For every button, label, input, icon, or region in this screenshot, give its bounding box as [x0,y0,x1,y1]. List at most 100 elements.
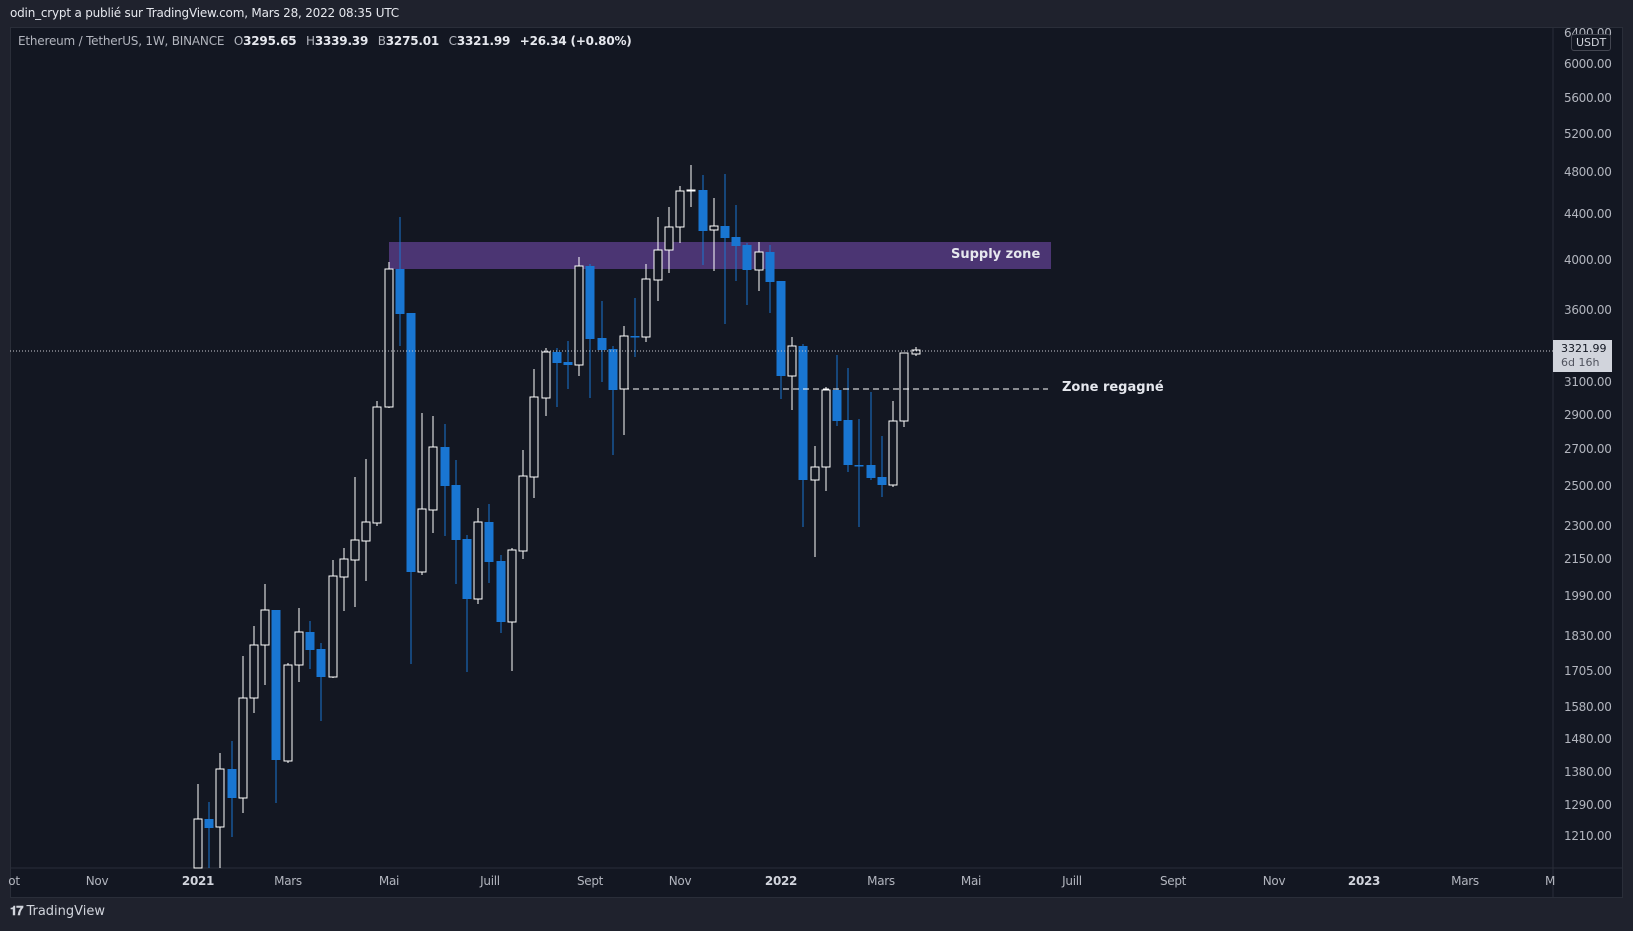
candle[interactable] [283,663,293,763]
candle[interactable] [731,205,741,281]
candle[interactable] [361,459,371,581]
candle[interactable] [507,548,517,671]
candle[interactable] [271,610,281,803]
time-tick-label: Nov [85,874,109,888]
candle[interactable] [742,243,752,305]
candle[interactable] [406,313,416,664]
candle[interactable] [384,262,394,408]
candle[interactable] [227,741,237,837]
candle[interactable] [328,560,338,678]
candle[interactable] [350,477,360,607]
candle[interactable] [260,584,270,685]
candle[interactable] [215,753,225,868]
footer-brand[interactable]: 𝟏𝟕 TradingView [10,904,105,919]
candle[interactable] [585,264,595,398]
time-tick-label: Mai [378,874,400,888]
candle[interactable] [608,346,618,455]
candle[interactable] [866,392,876,480]
candle[interactable] [888,401,898,487]
open-value: 3295.65 [243,34,297,48]
candle[interactable] [193,784,203,869]
candle[interactable] [249,626,259,713]
time-tick-label: Juill [1062,874,1082,888]
close-label: C [448,34,457,48]
time-tick-label: Mars [867,874,895,888]
candle[interactable] [597,301,607,382]
candle[interactable] [754,242,764,291]
candle[interactable] [653,217,663,301]
price-tick-label: 1990.00 [1564,589,1612,603]
time-tick-label: Sept [576,874,604,888]
candle[interactable] [541,348,551,416]
candle[interactable] [305,621,315,669]
price-tick-label: 4800.00 [1564,165,1612,179]
candle[interactable] [877,436,887,497]
time-tick-label: Mars [274,874,302,888]
candle[interactable] [798,344,808,527]
candle[interactable] [204,802,214,868]
change-value: +26.34 (+0.80%) [519,34,632,48]
open-label: O [233,34,244,48]
price-tick-label: 2500.00 [1564,479,1612,493]
candle[interactable] [776,281,786,399]
candle[interactable] [574,257,584,376]
candle[interactable] [641,264,651,342]
candle[interactable] [473,508,483,604]
close-value: 3321.99 [456,34,511,48]
supply-zone-label[interactable]: Supply zone [951,247,1041,262]
currency-unit-button[interactable]: USDT [1571,34,1612,51]
candle[interactable] [294,608,304,682]
price-tick-label: 4000.00 [1564,253,1612,267]
candle[interactable] [821,387,831,491]
candle[interactable] [675,186,685,243]
candle[interactable] [698,175,708,265]
candle[interactable] [372,401,382,526]
candle[interactable] [451,460,461,584]
candle[interactable] [518,450,528,559]
candle[interactable] [854,419,864,527]
time-tick-label: Nov [668,874,692,888]
candle[interactable] [238,656,248,813]
candle[interactable] [843,368,853,472]
candle[interactable] [529,369,539,498]
price-tick-label: 3600.00 [1564,303,1612,317]
time-tick-label: 2022 [764,874,798,888]
price-tick-label: 5200.00 [1564,127,1612,141]
time-tick-label: 2021 [181,874,215,888]
candle[interactable] [619,326,629,435]
candle[interactable] [630,298,640,357]
candle[interactable] [664,207,674,273]
candle[interactable] [462,535,472,672]
price-tick-label: 2700.00 [1564,442,1612,456]
candle[interactable] [709,198,719,271]
price-tick-label: 6000.00 [1564,57,1612,71]
price-tick-label: 1705.00 [1564,664,1612,678]
symbol-legend[interactable]: Ethereum / TetherUS, 1W, BINANCE O3295.6… [18,34,632,48]
candle[interactable] [720,174,730,324]
price-tick-label: 1580.00 [1564,700,1612,714]
candle[interactable] [810,446,820,557]
candle[interactable] [395,217,405,346]
candle[interactable] [832,355,842,426]
low-label: B [377,34,386,48]
time-tick-label: Mars [1451,874,1479,888]
candle[interactable] [440,424,450,536]
candle[interactable] [686,165,696,207]
candle[interactable] [484,504,494,583]
candle[interactable] [787,337,797,410]
time-tick-label: M [1544,874,1556,888]
time-tick-label: Sept [1159,874,1187,888]
time-tick-label: Juill [480,874,500,888]
candle[interactable] [417,413,427,575]
candle[interactable] [552,348,562,407]
candle[interactable] [765,245,775,313]
candle[interactable] [496,555,506,633]
candle[interactable] [899,352,909,427]
price-tick-label: 2150.00 [1564,552,1612,566]
zone-regagne-label[interactable]: Zone regagné [1062,380,1164,395]
candle[interactable] [428,416,438,533]
candle[interactable] [316,643,326,721]
candle[interactable] [339,548,349,611]
candle[interactable] [563,341,573,389]
